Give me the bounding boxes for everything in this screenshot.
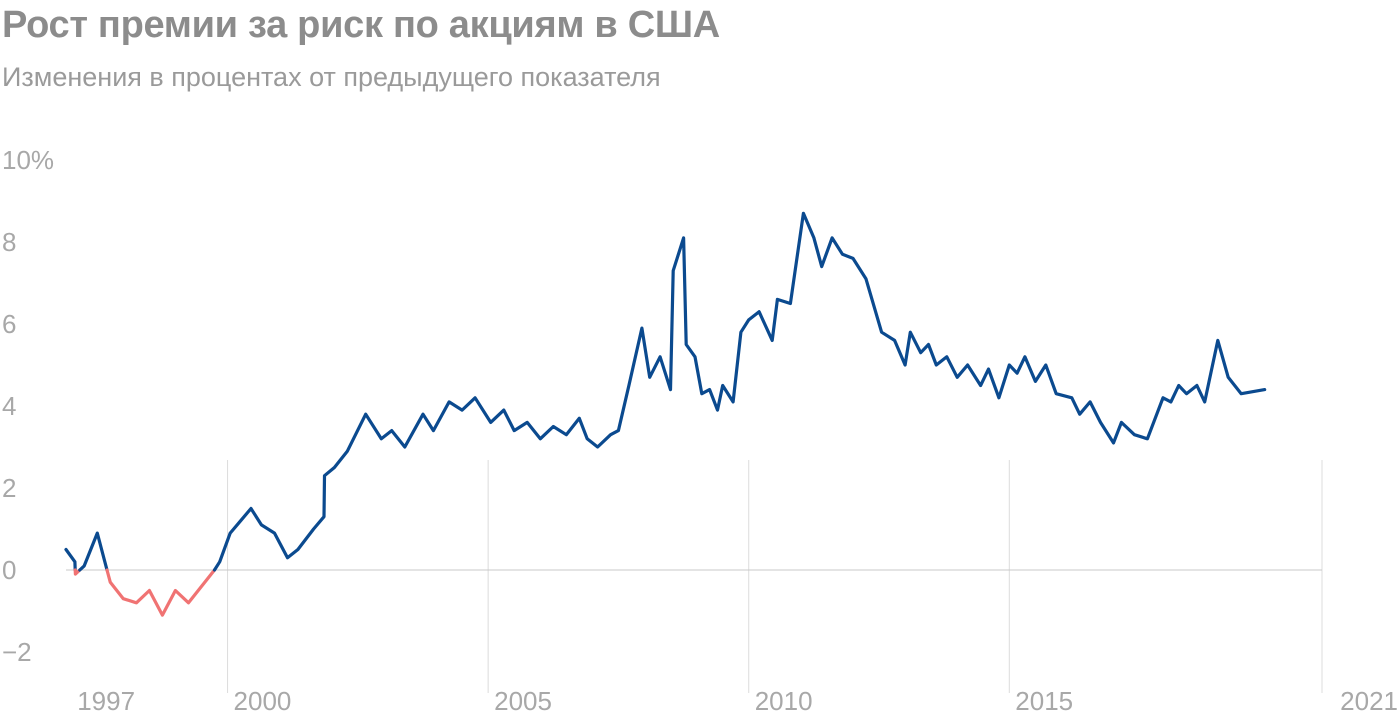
y-tick-label: 6 bbox=[2, 309, 16, 339]
y-tick-label: 2 bbox=[2, 473, 16, 503]
y-tick-label: 4 bbox=[2, 391, 16, 421]
x-tick-label: 2015 bbox=[1015, 686, 1073, 716]
series-line-negative bbox=[105, 568, 217, 617]
y-tick-label: 0 bbox=[2, 555, 16, 585]
x-axis-ticks: 1997 2000 2005 2010 2015 2021 bbox=[77, 686, 1398, 716]
x-tick-label: 2000 bbox=[234, 686, 292, 716]
chart-subtitle: Изменения в процентах от предыдущего пок… bbox=[2, 62, 661, 92]
y-tick-label: 8 bbox=[2, 227, 16, 257]
y-axis-ticks: 10% 8 6 4 2 0 −2 bbox=[2, 145, 54, 667]
y-tick-label: −2 bbox=[2, 637, 32, 667]
series-line-negative bbox=[73, 568, 82, 576]
series-line-positive bbox=[212, 211, 1267, 572]
x-tick-label: 2021 bbox=[1340, 686, 1398, 716]
series-line-positive bbox=[64, 547, 77, 572]
y-tick-label: 10% bbox=[2, 145, 54, 175]
x-tick-label: 2010 bbox=[755, 686, 813, 716]
grid-layer bbox=[66, 460, 1323, 693]
series-line-positive bbox=[78, 531, 109, 572]
chart-title: Рост премии за риск по акциям в США bbox=[2, 4, 720, 46]
x-tick-label: 1997 bbox=[77, 686, 135, 716]
series-line-layer bbox=[64, 211, 1267, 617]
x-tick-label: 2005 bbox=[494, 686, 552, 716]
